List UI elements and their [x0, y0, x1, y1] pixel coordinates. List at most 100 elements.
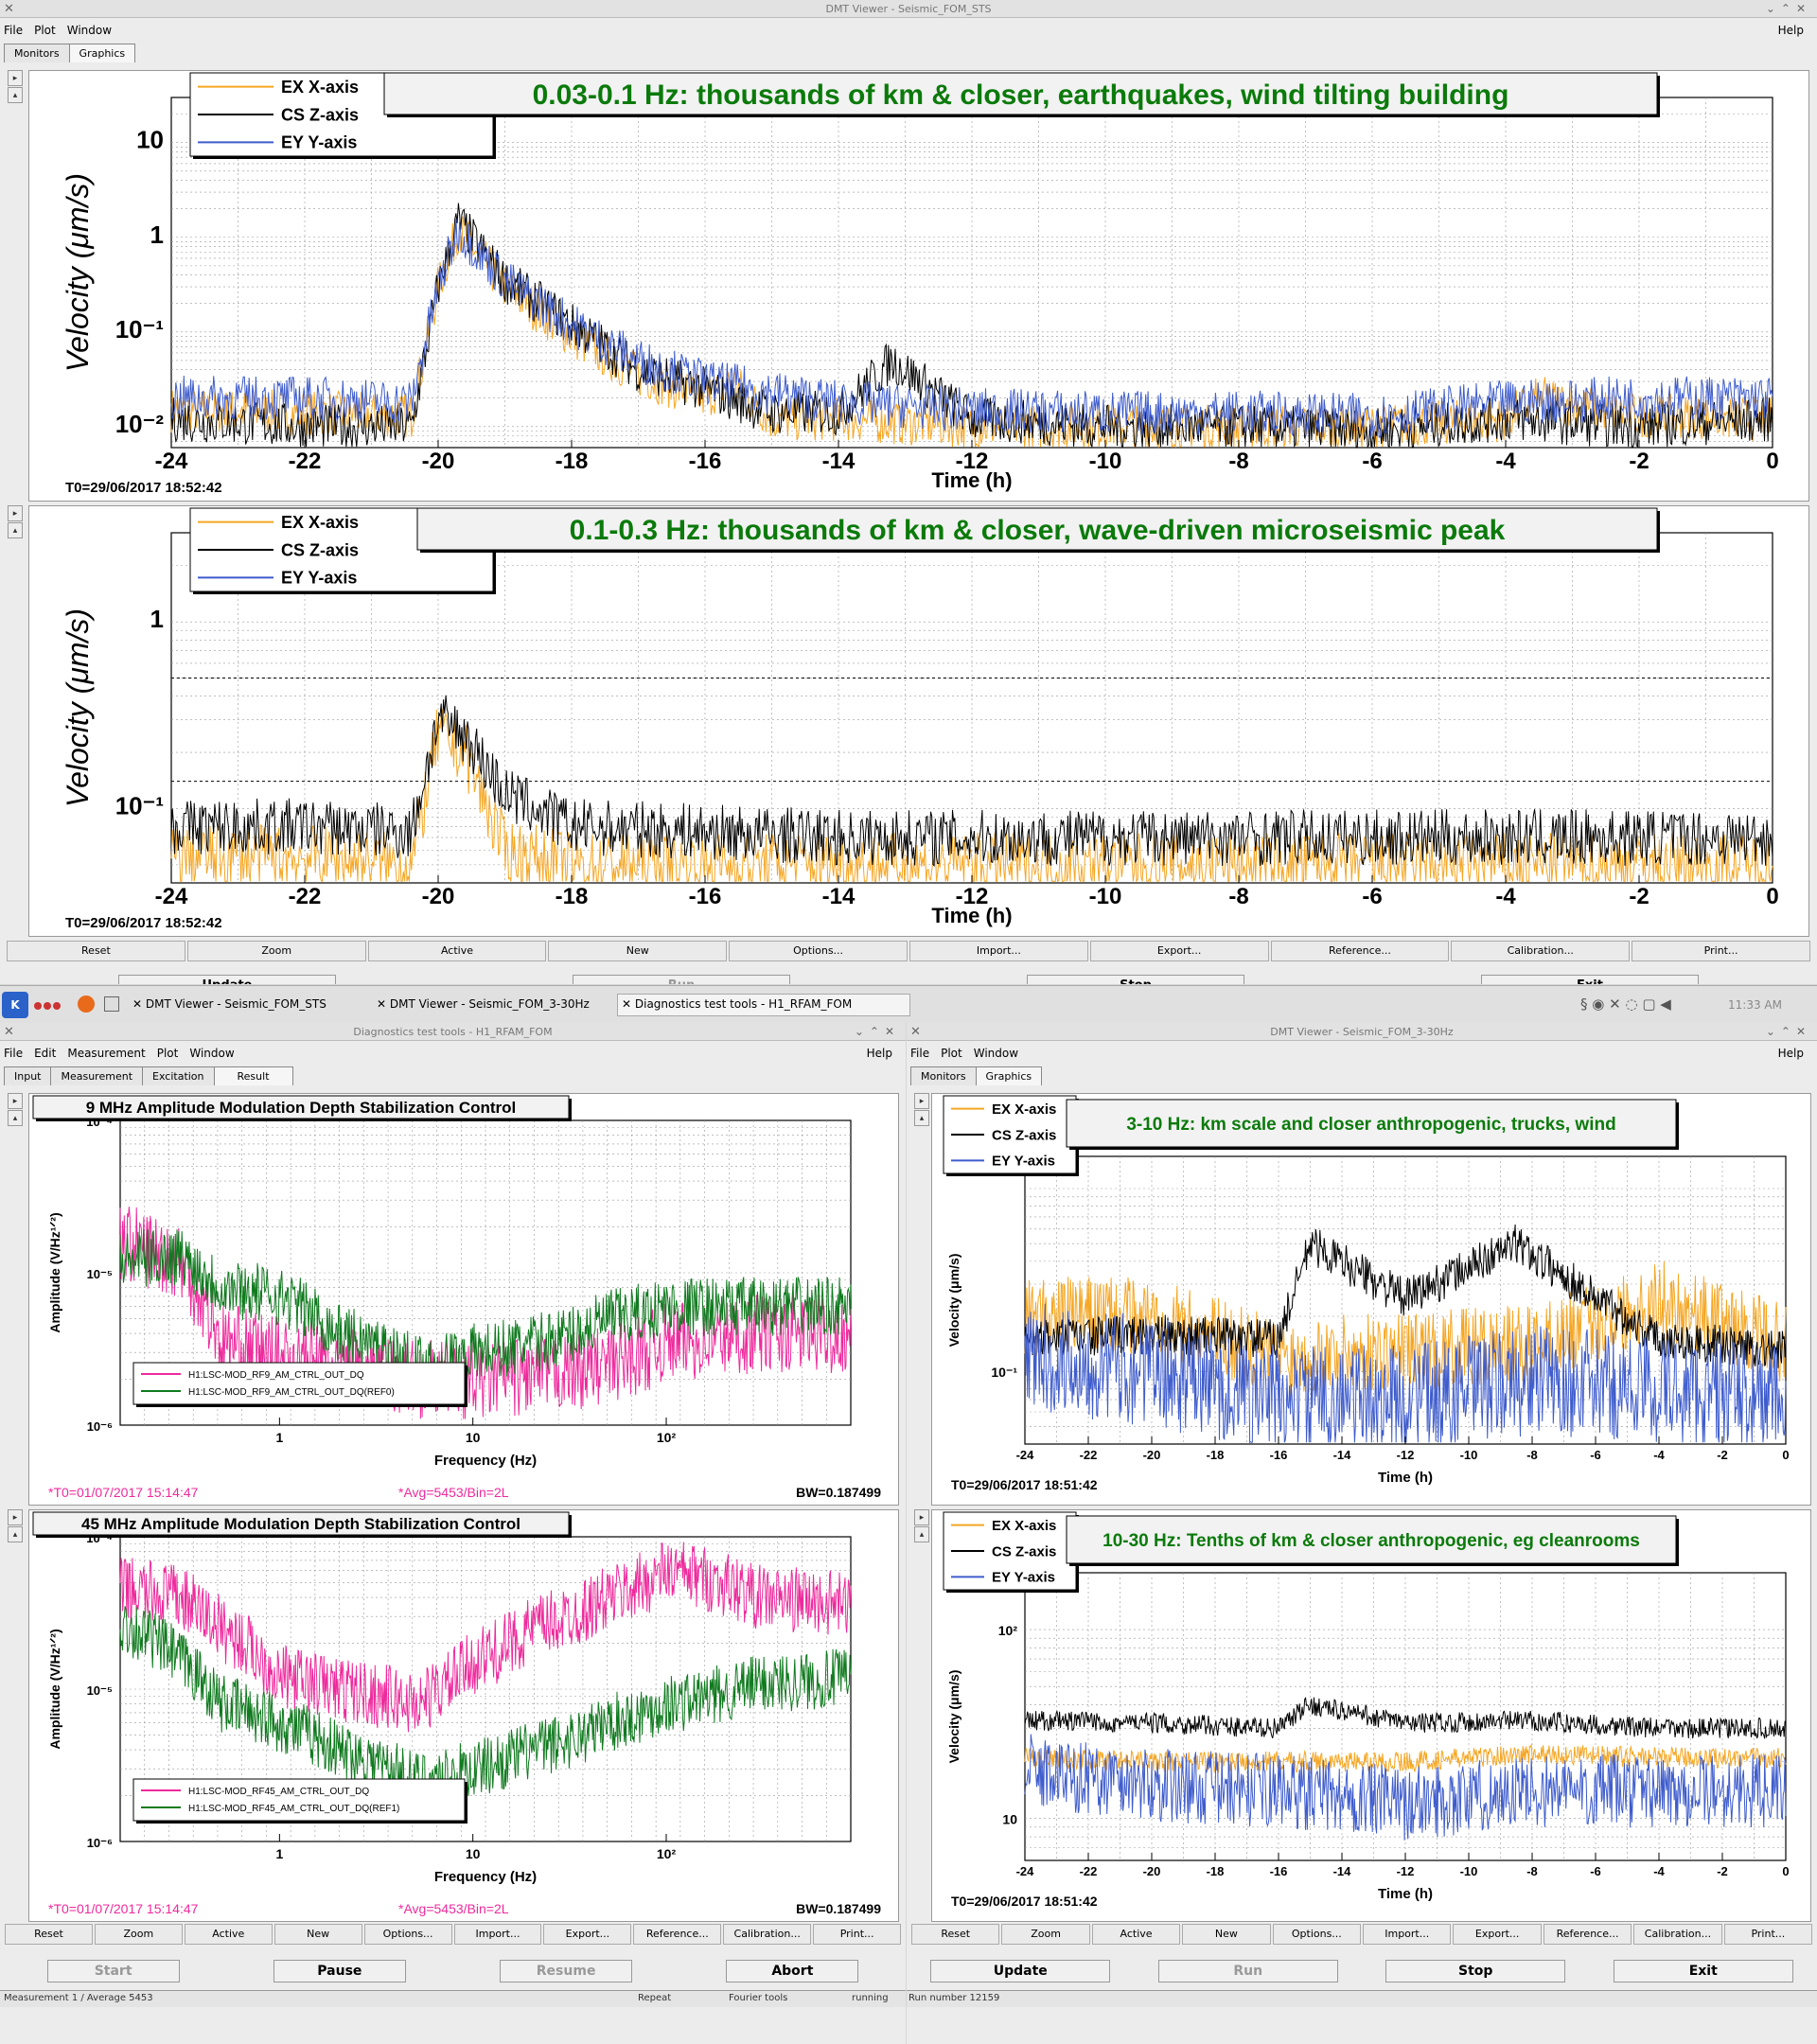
- export-button[interactable]: Export...: [543, 1924, 632, 1945]
- pad-arrows[interactable]: ▸ ▴: [914, 1509, 929, 1543]
- menu-help[interactable]: Help: [1777, 24, 1804, 37]
- export-button[interactable]: Export...: [1089, 941, 1269, 961]
- export-button[interactable]: Export...: [1453, 1924, 1542, 1945]
- arrow-down-icon[interactable]: ▴: [914, 1110, 929, 1126]
- start-button[interactable]: Start: [46, 1960, 180, 1982]
- arrow-up-icon[interactable]: ▸: [8, 1509, 23, 1525]
- arrow-up-icon[interactable]: ▸: [8, 505, 23, 521]
- calibration-button[interactable]: Calibration...: [723, 1924, 812, 1945]
- reset-button[interactable]: Reset: [5, 1924, 93, 1945]
- tray-icons[interactable]: § ◉ ✕ ◌ ▢ ◀: [1580, 996, 1671, 1013]
- reference-button[interactable]: Reference...: [1543, 1924, 1632, 1945]
- pad-arrows[interactable]: ▸ ▴: [8, 505, 23, 539]
- arrow-up-icon[interactable]: ▸: [8, 70, 23, 86]
- tab-monitors[interactable]: Monitors: [4, 44, 70, 62]
- tab-measurement[interactable]: Measurement: [50, 1066, 144, 1085]
- reset-button[interactable]: Reset: [7, 941, 185, 961]
- zoom-button[interactable]: Zoom: [186, 941, 366, 961]
- plot-pad-2[interactable]: 1 10⁻¹ -24 -22 -20 -18 -16 -14 -12 -10 -8 -6 -4 -2 0 Ti…: [28, 505, 1809, 937]
- menu-file[interactable]: File: [4, 24, 24, 37]
- import-button[interactable]: Import...: [453, 1924, 542, 1945]
- print-button[interactable]: Print...: [813, 1924, 902, 1945]
- title-bar[interactable]: ✕ Diagnostics test tools - H1_RFAM_FOM ⌄⌃✕: [0, 1023, 906, 1041]
- menu-file[interactable]: File: [910, 1047, 930, 1060]
- zoom-button[interactable]: Zoom: [1001, 1924, 1090, 1945]
- calibration-button[interactable]: Calibration...: [1633, 1924, 1722, 1945]
- menu-window[interactable]: Window: [66, 24, 113, 37]
- title-bar[interactable]: ✕ DMT Viewer - Seismic_FOM_STS ⌄⌃✕: [0, 0, 1817, 18]
- pad-arrows[interactable]: ▸ ▴: [8, 1093, 23, 1127]
- options-button[interactable]: Options...: [363, 1924, 452, 1945]
- pad-arrows[interactable]: ▸ ▴: [8, 70, 23, 104]
- menu-file[interactable]: File: [4, 1047, 24, 1060]
- new-button[interactable]: New: [273, 1924, 362, 1945]
- calibration-button[interactable]: Calibration...: [1451, 941, 1631, 961]
- arrow-down-icon[interactable]: ▴: [8, 1526, 23, 1542]
- window-controls-icon[interactable]: ⌄⌃✕: [854, 1025, 900, 1038]
- reference-button[interactable]: Reference...: [633, 1924, 722, 1945]
- title-bar[interactable]: ✕ DMT Viewer - Seismic_FOM_3-30Hz ⌄⌃✕: [907, 1023, 1817, 1041]
- active-button[interactable]: Active: [1091, 1924, 1181, 1945]
- plot-pad-b[interactable]: 10⁻⁴ 10⁻⁵ 10⁻⁶ 1 10 10² Frequency (Hz) Amplitud…: [28, 1509, 899, 1922]
- tab-input[interactable]: Input: [4, 1066, 52, 1085]
- new-button[interactable]: New: [548, 941, 728, 961]
- new-button[interactable]: New: [1182, 1924, 1271, 1945]
- menu-plot[interactable]: Plot: [34, 24, 56, 37]
- menu-edit[interactable]: Edit: [34, 1047, 57, 1060]
- print-button[interactable]: Print...: [1632, 941, 1810, 961]
- update-button[interactable]: Update: [118, 975, 336, 984]
- zoom-button[interactable]: Zoom: [94, 1924, 183, 1945]
- window-controls-icon[interactable]: ⌄⌃✕: [1765, 1025, 1811, 1038]
- menu-help[interactable]: Help: [1777, 1047, 1804, 1060]
- arrow-up-icon[interactable]: ▸: [914, 1509, 929, 1525]
- arrow-down-icon[interactable]: ▴: [8, 522, 23, 538]
- task-item-2[interactable]: ✕ DMT Viewer - Seismic_FOM_3-30Hz: [377, 997, 590, 1011]
- update-button[interactable]: Update: [930, 1960, 1111, 1982]
- arrow-down-icon[interactable]: ▴: [8, 1110, 23, 1126]
- pause-button[interactable]: Pause: [273, 1960, 406, 1982]
- terminal-icon[interactable]: [104, 996, 119, 1012]
- reset-button[interactable]: Reset: [911, 1924, 1000, 1945]
- pad-arrows[interactable]: ▸ ▴: [914, 1093, 929, 1127]
- exit-button[interactable]: Exit: [1481, 975, 1699, 984]
- arrow-up-icon[interactable]: ▸: [8, 1093, 23, 1109]
- menu-help[interactable]: Help: [866, 1047, 892, 1060]
- print-button[interactable]: Print...: [1723, 1924, 1813, 1945]
- run-button[interactable]: Run: [573, 975, 790, 984]
- reference-button[interactable]: Reference...: [1270, 941, 1450, 961]
- menu-measurement[interactable]: Measurement: [67, 1047, 146, 1060]
- start-menu-icon[interactable]: K: [2, 992, 28, 1018]
- plot-pad-a[interactable]: 10⁻⁴ 10⁻⁵ 10⁻⁶ 1 10 10² Frequency (Hz) Amplitud…: [28, 1093, 899, 1506]
- firefox-icon[interactable]: [78, 996, 95, 1013]
- arrow-up-icon[interactable]: ▸: [914, 1093, 929, 1109]
- tab-excitation[interactable]: Excitation: [142, 1066, 215, 1085]
- task-item-3[interactable]: ✕ Diagnostics test tools - H1_RFAM_FOM: [617, 994, 910, 1016]
- options-button[interactable]: Options...: [729, 941, 908, 961]
- import-button[interactable]: Import...: [908, 941, 1088, 961]
- import-button[interactable]: Import...: [1363, 1924, 1452, 1945]
- exit-button[interactable]: Exit: [1613, 1960, 1793, 1982]
- plot-pad-1[interactable]: 10 1 10⁻¹ 10⁻² -24 -22 -20 -18 -16 -14 -12 -10 -8 -6-…: [28, 70, 1809, 502]
- options-button[interactable]: Options...: [1272, 1924, 1362, 1945]
- tab-graphics[interactable]: Graphics: [975, 1066, 1043, 1085]
- pad-arrows[interactable]: ▸ ▴: [8, 1509, 23, 1543]
- stop-button[interactable]: Stop: [1027, 975, 1244, 984]
- arrow-down-icon[interactable]: ▴: [8, 87, 23, 103]
- menu-plot[interactable]: Plot: [156, 1047, 179, 1060]
- resume-button[interactable]: Resume: [500, 1960, 633, 1982]
- stop-button[interactable]: Stop: [1385, 1960, 1566, 1982]
- plot-pad-d[interactable]: 10² 10 -24 -22 -20 -18 -16 -14 -12 -10 -8 -6 -4 -2 0 Ti…: [931, 1509, 1811, 1922]
- arrow-down-icon[interactable]: ▴: [914, 1526, 929, 1542]
- menu-plot[interactable]: Plot: [941, 1047, 962, 1060]
- dots-icon[interactable]: [34, 999, 62, 1010]
- menu-window[interactable]: Window: [973, 1047, 1019, 1060]
- menu-window[interactable]: Window: [189, 1047, 235, 1060]
- task-item-1[interactable]: ✕ DMT Viewer - Seismic_FOM_STS: [132, 997, 326, 1011]
- tab-result[interactable]: Result: [213, 1066, 293, 1085]
- active-button[interactable]: Active: [367, 941, 547, 961]
- abort-button[interactable]: Abort: [726, 1960, 859, 1982]
- tab-graphics[interactable]: Graphics: [68, 44, 136, 62]
- window-controls-icon[interactable]: ⌄⌃✕: [1765, 2, 1811, 15]
- tab-monitors[interactable]: Monitors: [910, 1066, 977, 1085]
- run-button[interactable]: Run: [1157, 1960, 1338, 1982]
